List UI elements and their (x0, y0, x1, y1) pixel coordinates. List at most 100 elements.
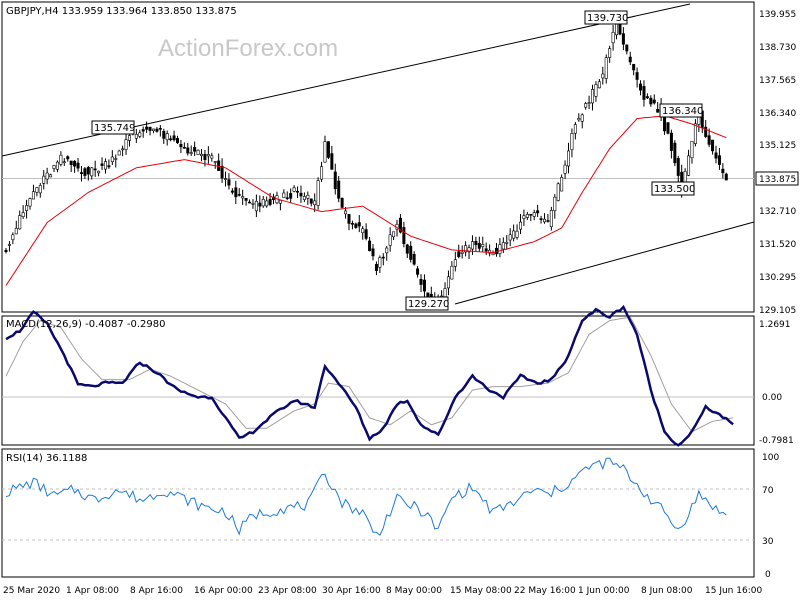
candle-body (127, 135, 131, 141)
candle-body (580, 114, 584, 122)
candle-body (210, 155, 214, 159)
candle-body (169, 138, 173, 141)
candle-body (333, 171, 337, 190)
candle-body (505, 242, 509, 244)
candle-body (676, 158, 680, 176)
macd-tick: -0.7981 (759, 436, 794, 446)
candle-body (422, 279, 426, 292)
candle-body (398, 217, 402, 233)
candle-body (25, 205, 29, 211)
candle-body (14, 227, 18, 235)
candle-body (55, 161, 59, 170)
price-tick: 131.520 (759, 240, 796, 250)
candle-body (52, 165, 56, 169)
candle-body (107, 165, 111, 168)
candle-body (145, 126, 149, 130)
candle-body (28, 198, 32, 207)
rsi-line (5, 457, 727, 536)
watermark: ActionForex.com (158, 35, 338, 62)
candle-body (59, 154, 63, 165)
candle-body (97, 170, 101, 174)
candle-body (546, 220, 550, 222)
candle-body (340, 198, 344, 208)
macd-header: MACD(12,26,9) -0.4087 -0.2980 (6, 319, 166, 330)
candle-body (484, 248, 488, 252)
candle-body (320, 166, 324, 180)
candle-body (309, 198, 313, 204)
price-label-high: 139.730 (584, 10, 628, 25)
candle-body (652, 99, 656, 104)
candle-body (556, 183, 560, 201)
candle-body (690, 140, 694, 159)
price-tick: 129.105 (759, 306, 796, 316)
candle-body (110, 156, 114, 163)
candle-body (498, 244, 502, 254)
candle-body (368, 240, 372, 252)
candle-body (76, 162, 80, 169)
candle-body (306, 194, 310, 199)
candle-body (90, 167, 94, 177)
rsi-axis: 100 70 30 0 (762, 453, 779, 580)
candle-body (165, 133, 169, 141)
candle-body (203, 154, 207, 160)
candle-body (570, 133, 574, 150)
candle-body (364, 229, 368, 239)
candle-body (704, 126, 708, 137)
candle-body (663, 115, 667, 132)
time-tick: 25 Mar 2020 (3, 586, 60, 596)
candle-body (539, 218, 543, 220)
candle-body (244, 198, 248, 201)
macd-panel (1, 315, 755, 446)
candle-body (302, 196, 306, 200)
candle-body (522, 215, 526, 219)
candle-body (31, 191, 35, 200)
candle-body (419, 278, 423, 285)
price-tick: 132.710 (759, 207, 796, 217)
candle-body (357, 222, 361, 227)
moving-average-line (5, 115, 727, 286)
candle-body (724, 173, 728, 181)
candle-body (649, 97, 653, 105)
candle-body (7, 244, 11, 246)
time-tick: 30 Apr 16:00 (322, 586, 381, 596)
candle-body (337, 180, 341, 199)
candle-body (45, 172, 49, 180)
candle-body (148, 126, 152, 131)
rsi-header: RSI(14) 36.1188 (6, 453, 87, 464)
candle-body (42, 175, 46, 184)
candle-body (296, 190, 300, 193)
price-label-left-high: 135.749 (91, 120, 135, 135)
current-price-box: 133.875 (755, 171, 799, 186)
candle-body (453, 259, 457, 267)
candle-body (632, 63, 636, 71)
candle-body (639, 83, 643, 91)
candle-body (501, 242, 505, 250)
candle-body (292, 187, 296, 192)
price-label-low-right: 133.500 (651, 181, 695, 196)
candle-body (508, 234, 512, 241)
candle-body (289, 193, 293, 199)
price-label-low-text: 129.270 (408, 299, 449, 310)
price-header: GBPJPY,H4 133.959 133.964 133.850 133.87… (6, 6, 237, 17)
time-tick: 16 Apr 00:00 (194, 586, 253, 596)
candle-body (488, 249, 492, 254)
candle-body (467, 247, 471, 253)
candle-body (405, 244, 409, 254)
price-label-left-high-text: 135.749 (94, 123, 135, 134)
time-tick: 23 Apr 08:00 (258, 586, 317, 596)
price-tick: 139.955 (759, 10, 796, 20)
rsi-panel (1, 448, 755, 578)
candle-body (220, 165, 224, 179)
candle-body (542, 218, 546, 223)
candle-body (443, 288, 447, 297)
candle-body (693, 123, 697, 144)
candle-body (577, 118, 581, 121)
candle-body (481, 244, 485, 248)
candle-body (388, 234, 392, 246)
candle-body (21, 212, 25, 218)
candle-body (134, 134, 138, 139)
candle-body (604, 57, 608, 79)
candle-body (49, 174, 53, 178)
time-tick: 15 Jun 16:00 (705, 586, 762, 596)
candle-body (563, 164, 567, 174)
